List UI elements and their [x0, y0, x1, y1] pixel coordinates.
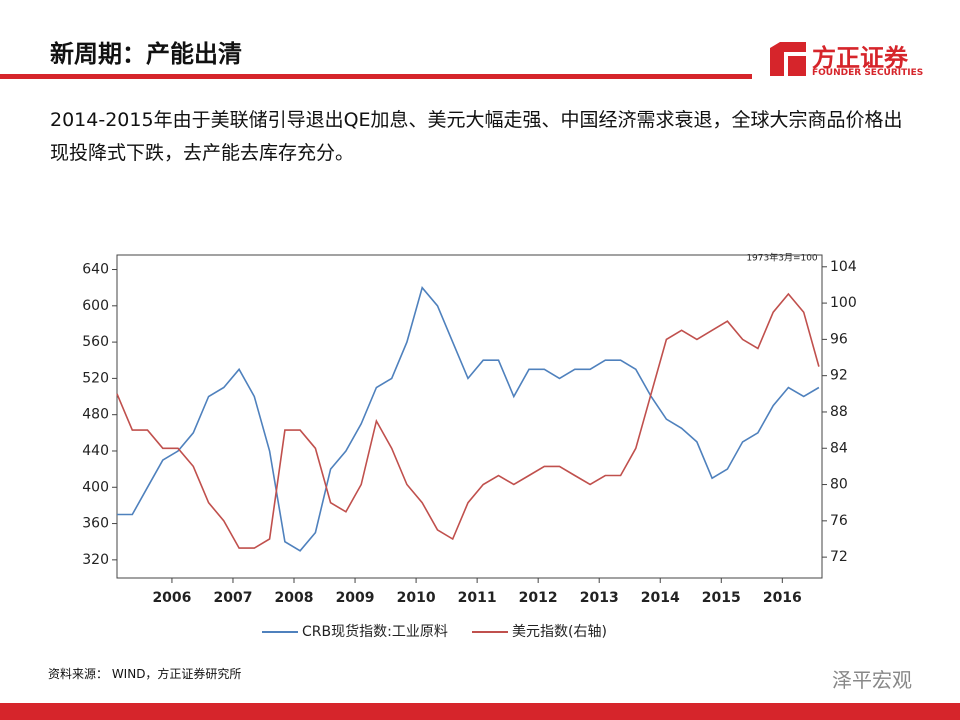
x-tick-label: 2010	[397, 590, 436, 606]
source-note: 资料来源： WIND，方正证券研究所	[48, 667, 242, 681]
body-text: 2014-2015年由于美联储引导退出QE加息、美元大幅走强、中国经济需求衰退，…	[50, 109, 903, 164]
y-tick-label: 400	[82, 479, 109, 495]
y2-tick-label: 88	[830, 404, 848, 420]
annotation: 1973年3月=100	[746, 252, 818, 264]
series-line	[117, 286, 820, 552]
x-tick-label: 2011	[458, 590, 497, 606]
logo-icon	[770, 42, 806, 76]
y-tick-label: 480	[82, 407, 109, 423]
y2-tick-label: 72	[830, 549, 848, 565]
slide-title: 新周期：产能出清	[50, 40, 242, 68]
x-tick-label: 2007	[213, 590, 252, 606]
watermark: 泽平宏观	[832, 668, 912, 692]
legend-label: CRB现货指数:工业原料	[302, 623, 448, 640]
y-tick-label: 560	[82, 334, 109, 350]
logo-text: 方正证券	[812, 44, 908, 72]
x-tick-label: 2012	[519, 590, 558, 606]
series-line	[116, 292, 820, 549]
header-rule	[0, 74, 752, 79]
y2-tick-label: 76	[830, 513, 848, 529]
x-tick-label: 2015	[702, 590, 741, 606]
y-tick-label: 640	[82, 262, 109, 278]
x-tick-label: 2014	[641, 590, 680, 606]
y2-tick-label: 96	[830, 331, 848, 347]
plot-frame	[116, 254, 823, 579]
y-tick-label: 520	[82, 370, 109, 386]
x-tick-label: 2009	[336, 590, 375, 606]
y2-tick-label: 92	[830, 368, 848, 384]
y-tick-label: 440	[82, 443, 109, 459]
y-tick-label: 320	[82, 552, 109, 568]
x-tick-label: 2016	[763, 590, 802, 606]
y2-tick-label: 84	[830, 440, 848, 456]
y-tick-label: 600	[82, 298, 109, 314]
legend-label: 美元指数(右轴)	[512, 624, 607, 640]
y2-tick-label: 80	[830, 477, 848, 493]
x-tick-label: 2013	[580, 590, 619, 606]
x-tick-label: 2008	[275, 590, 314, 606]
logo-subtext: FOUNDER SECURITIES	[812, 68, 924, 78]
x-tick-label: 2006	[152, 590, 191, 606]
y2-tick-label: 104	[830, 259, 857, 275]
y2-tick-label: 100	[830, 295, 857, 311]
y-tick-label: 360	[82, 516, 109, 532]
footer-bar	[0, 703, 960, 720]
